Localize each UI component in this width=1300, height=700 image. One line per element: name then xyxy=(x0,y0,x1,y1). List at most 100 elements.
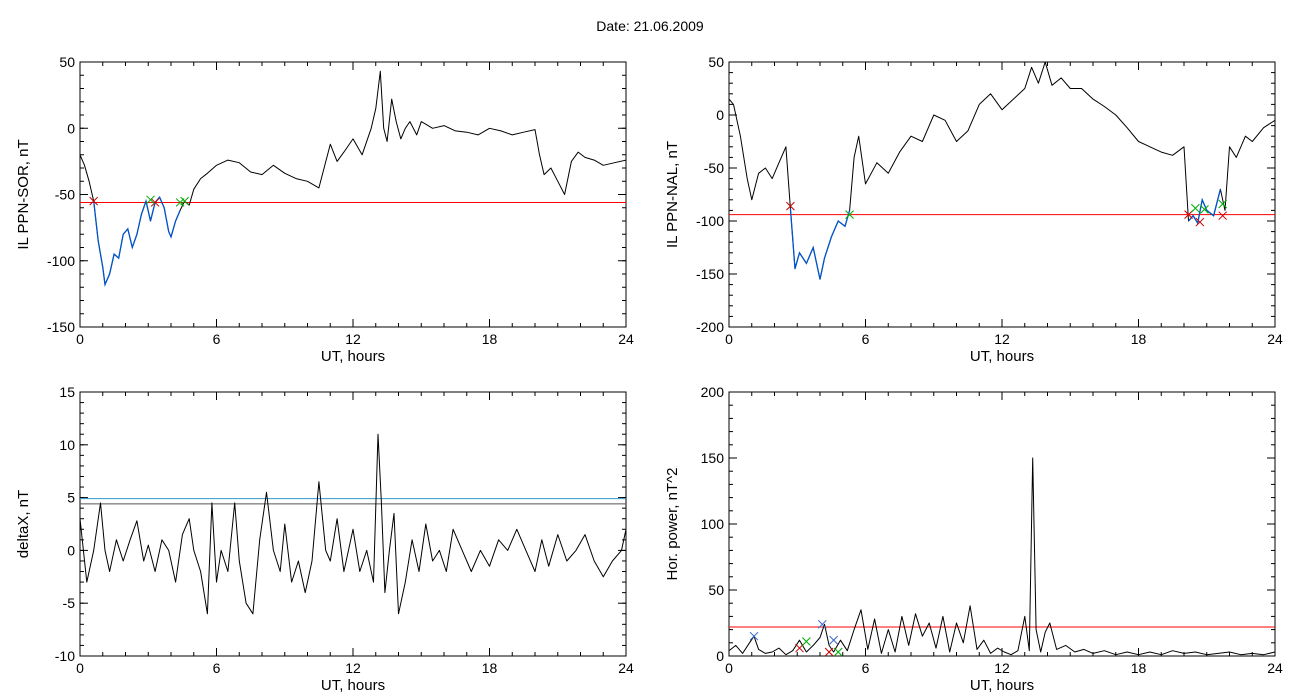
y-tick-label: 50 xyxy=(708,582,724,598)
event-marker xyxy=(786,201,795,211)
x-tick-label: 12 xyxy=(994,331,1010,347)
y-tick-label: 5 xyxy=(67,490,75,506)
series-line xyxy=(729,457,1275,656)
y-tick-label: 0 xyxy=(67,542,75,558)
marker-stroke xyxy=(1200,204,1209,214)
y-tick-label: -150 xyxy=(696,266,724,282)
x-axis-title: UT, hours xyxy=(970,677,1034,694)
y-tick-label: 100 xyxy=(701,516,725,532)
x-tick-label: 24 xyxy=(618,331,634,347)
marker-stroke xyxy=(845,210,854,219)
panel-il-ppn-sor: 0 6 12 18 24 -150 -100 -50 0 50 UT, hours IL PPN-SO… xyxy=(15,54,634,365)
y-axis-title: IL PPN-NAL, nT xyxy=(664,141,681,248)
series-line xyxy=(80,70,626,286)
y-tick-label: 10 xyxy=(59,437,75,453)
y-tick-label: -50 xyxy=(55,187,75,203)
event-marker xyxy=(829,635,839,645)
x-tick-label: 0 xyxy=(76,331,84,347)
marker-stroke xyxy=(1195,217,1205,227)
x-tick-label: 6 xyxy=(213,660,221,676)
event-marker xyxy=(845,210,854,219)
y-tick-label: -100 xyxy=(696,213,724,229)
marker-stroke xyxy=(829,635,839,645)
plot-frame xyxy=(728,61,1276,328)
event-marker xyxy=(89,196,99,206)
series-line xyxy=(729,62,1275,280)
marker-stroke xyxy=(180,196,190,206)
y-tick-label: 15 xyxy=(59,384,75,400)
plot-area xyxy=(729,62,1275,280)
plot-frame xyxy=(79,61,627,328)
event-marker xyxy=(1195,217,1205,227)
panel-deltax: 0 6 12 18 24 -10 -5 0 5 10 15 UT, hours deltaX, nT xyxy=(15,384,634,694)
event-marker xyxy=(150,198,160,207)
x-tick-label: 12 xyxy=(345,660,361,676)
y-tick-label: -5 xyxy=(63,595,76,611)
highlight-segment xyxy=(93,195,181,288)
panel-il-ppn-nal: 0 6 12 18 24 -200 -150 -100 -50 0 50 UT, hours IL PP… xyxy=(664,54,1283,365)
marker-stroke xyxy=(749,631,759,641)
y-tick-label: -200 xyxy=(696,319,724,335)
x-axis-title: UT, hours xyxy=(321,677,385,694)
x-tick-label: 0 xyxy=(725,331,733,347)
x-axis-title: UT, hours xyxy=(970,348,1034,365)
y-axis-title: IL PPN-SOR, nT xyxy=(15,139,32,249)
figure-title: Date: 21.06.2009 xyxy=(596,18,704,34)
marker-stroke xyxy=(150,198,160,207)
plot-area xyxy=(80,433,626,615)
y-tick-label: -100 xyxy=(47,253,75,269)
x-tick-label: 12 xyxy=(345,331,361,347)
marker-stroke xyxy=(1218,199,1228,209)
plot-frame xyxy=(728,391,1276,657)
plot-area xyxy=(80,70,626,288)
event-marker xyxy=(1200,204,1209,214)
plot-frame xyxy=(79,391,627,657)
y-tick-label: 0 xyxy=(716,648,724,664)
marker-stroke xyxy=(795,643,804,653)
highlight-segment xyxy=(1188,189,1222,225)
event-marker xyxy=(817,619,827,629)
y-tick-label: 50 xyxy=(59,54,75,70)
marker-stroke xyxy=(1218,211,1228,221)
x-tick-label: 24 xyxy=(1267,660,1283,676)
series-line xyxy=(80,433,626,615)
marker-stroke xyxy=(824,647,834,656)
y-tick-label: -50 xyxy=(704,160,724,176)
x-tick-label: 24 xyxy=(618,660,634,676)
y-tick-label: 200 xyxy=(701,384,725,400)
marker-stroke xyxy=(1191,203,1200,213)
y-tick-label: 50 xyxy=(708,54,724,70)
x-tick-label: 18 xyxy=(1131,331,1147,347)
marker-stroke xyxy=(801,637,811,646)
marker-stroke xyxy=(786,201,795,211)
x-tick-label: 6 xyxy=(862,331,870,347)
x-tick-label: 24 xyxy=(1267,331,1283,347)
event-marker xyxy=(1218,199,1228,209)
y-axis-title: Hor. power, nT^2 xyxy=(664,468,681,581)
event-marker xyxy=(180,196,190,206)
x-tick-label: 0 xyxy=(76,660,84,676)
y-tick-label: 0 xyxy=(716,107,724,123)
event-marker xyxy=(833,647,843,656)
x-tick-label: 18 xyxy=(482,660,498,676)
x-tick-label: 0 xyxy=(725,660,733,676)
x-tick-label: 6 xyxy=(862,660,870,676)
event-marker xyxy=(795,643,804,653)
event-marker xyxy=(1218,211,1228,221)
marker-stroke xyxy=(146,195,155,205)
y-tick-label: -10 xyxy=(55,648,75,664)
x-axis-title: UT, hours xyxy=(321,348,385,365)
y-tick-label: 0 xyxy=(67,120,75,136)
y-tick-label: -150 xyxy=(47,319,75,335)
panel-hor-power: 0 6 12 18 24 0 50 100 150 200 UT, hours Hor. power,… xyxy=(664,384,1283,694)
event-marker xyxy=(824,647,834,656)
highlight-segment xyxy=(789,208,851,280)
marker-stroke xyxy=(817,619,827,629)
event-marker xyxy=(801,637,811,646)
marker-stroke xyxy=(833,647,843,656)
marker-stroke xyxy=(89,196,99,206)
x-tick-label: 6 xyxy=(213,331,221,347)
plot-area xyxy=(729,457,1275,656)
event-marker xyxy=(749,631,759,641)
